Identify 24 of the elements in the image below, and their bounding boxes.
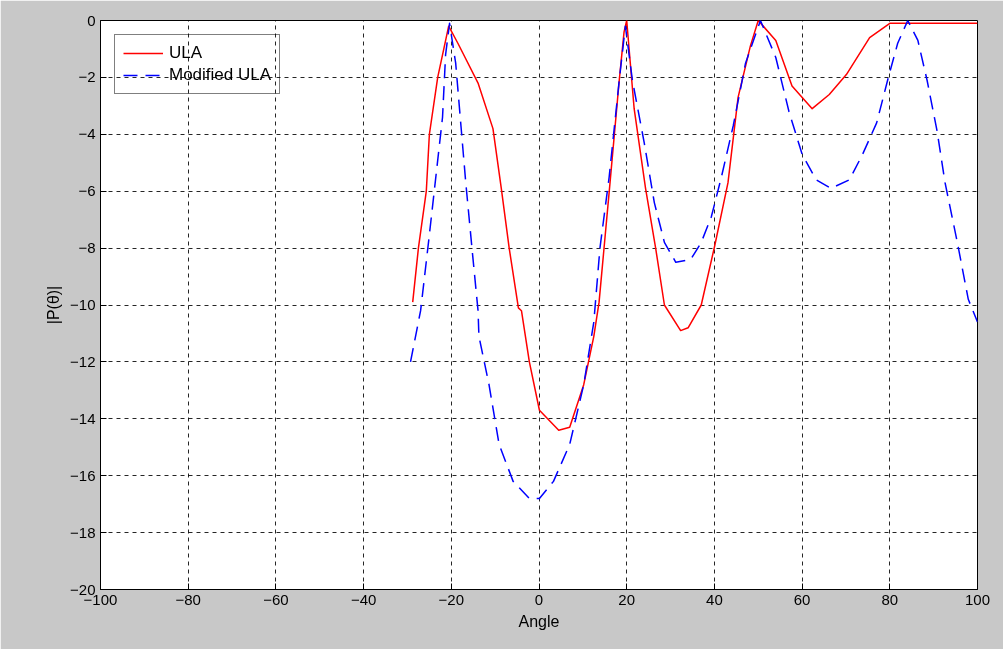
y-tick-label: −8 bbox=[78, 239, 96, 257]
y-tick-label: −16 bbox=[70, 466, 96, 484]
legend-label: ULA bbox=[169, 43, 203, 63]
x-tick-label: 60 bbox=[793, 590, 811, 608]
x-tick-label: 40 bbox=[706, 590, 723, 608]
x-tick-label: 100 bbox=[964, 590, 991, 608]
x-tick-label: 0 bbox=[534, 590, 544, 608]
y-tick-label: −10 bbox=[70, 296, 96, 313]
y-tick-label: −2 bbox=[78, 68, 96, 86]
y-tick-label: −6 bbox=[78, 182, 96, 200]
y-axis-title: |P(θ)| bbox=[45, 285, 63, 325]
legend-label: Modified ULA bbox=[169, 65, 272, 85]
y-tick-label: −18 bbox=[70, 523, 96, 541]
x-axis-title: Angle bbox=[518, 612, 560, 630]
x-tick-label: −40 bbox=[350, 590, 377, 608]
y-tick-label: −12 bbox=[70, 352, 96, 370]
x-tick-label: −20 bbox=[438, 590, 465, 608]
y-tick-label: −14 bbox=[70, 409, 96, 427]
x-tick-label: 80 bbox=[881, 590, 899, 608]
x-tick-label: −60 bbox=[263, 590, 289, 608]
y-tick-label: 0 bbox=[87, 11, 96, 29]
x-tick-label: −80 bbox=[175, 590, 201, 608]
x-tick-label: 20 bbox=[618, 590, 636, 608]
y-tick-label: −4 bbox=[78, 125, 96, 143]
